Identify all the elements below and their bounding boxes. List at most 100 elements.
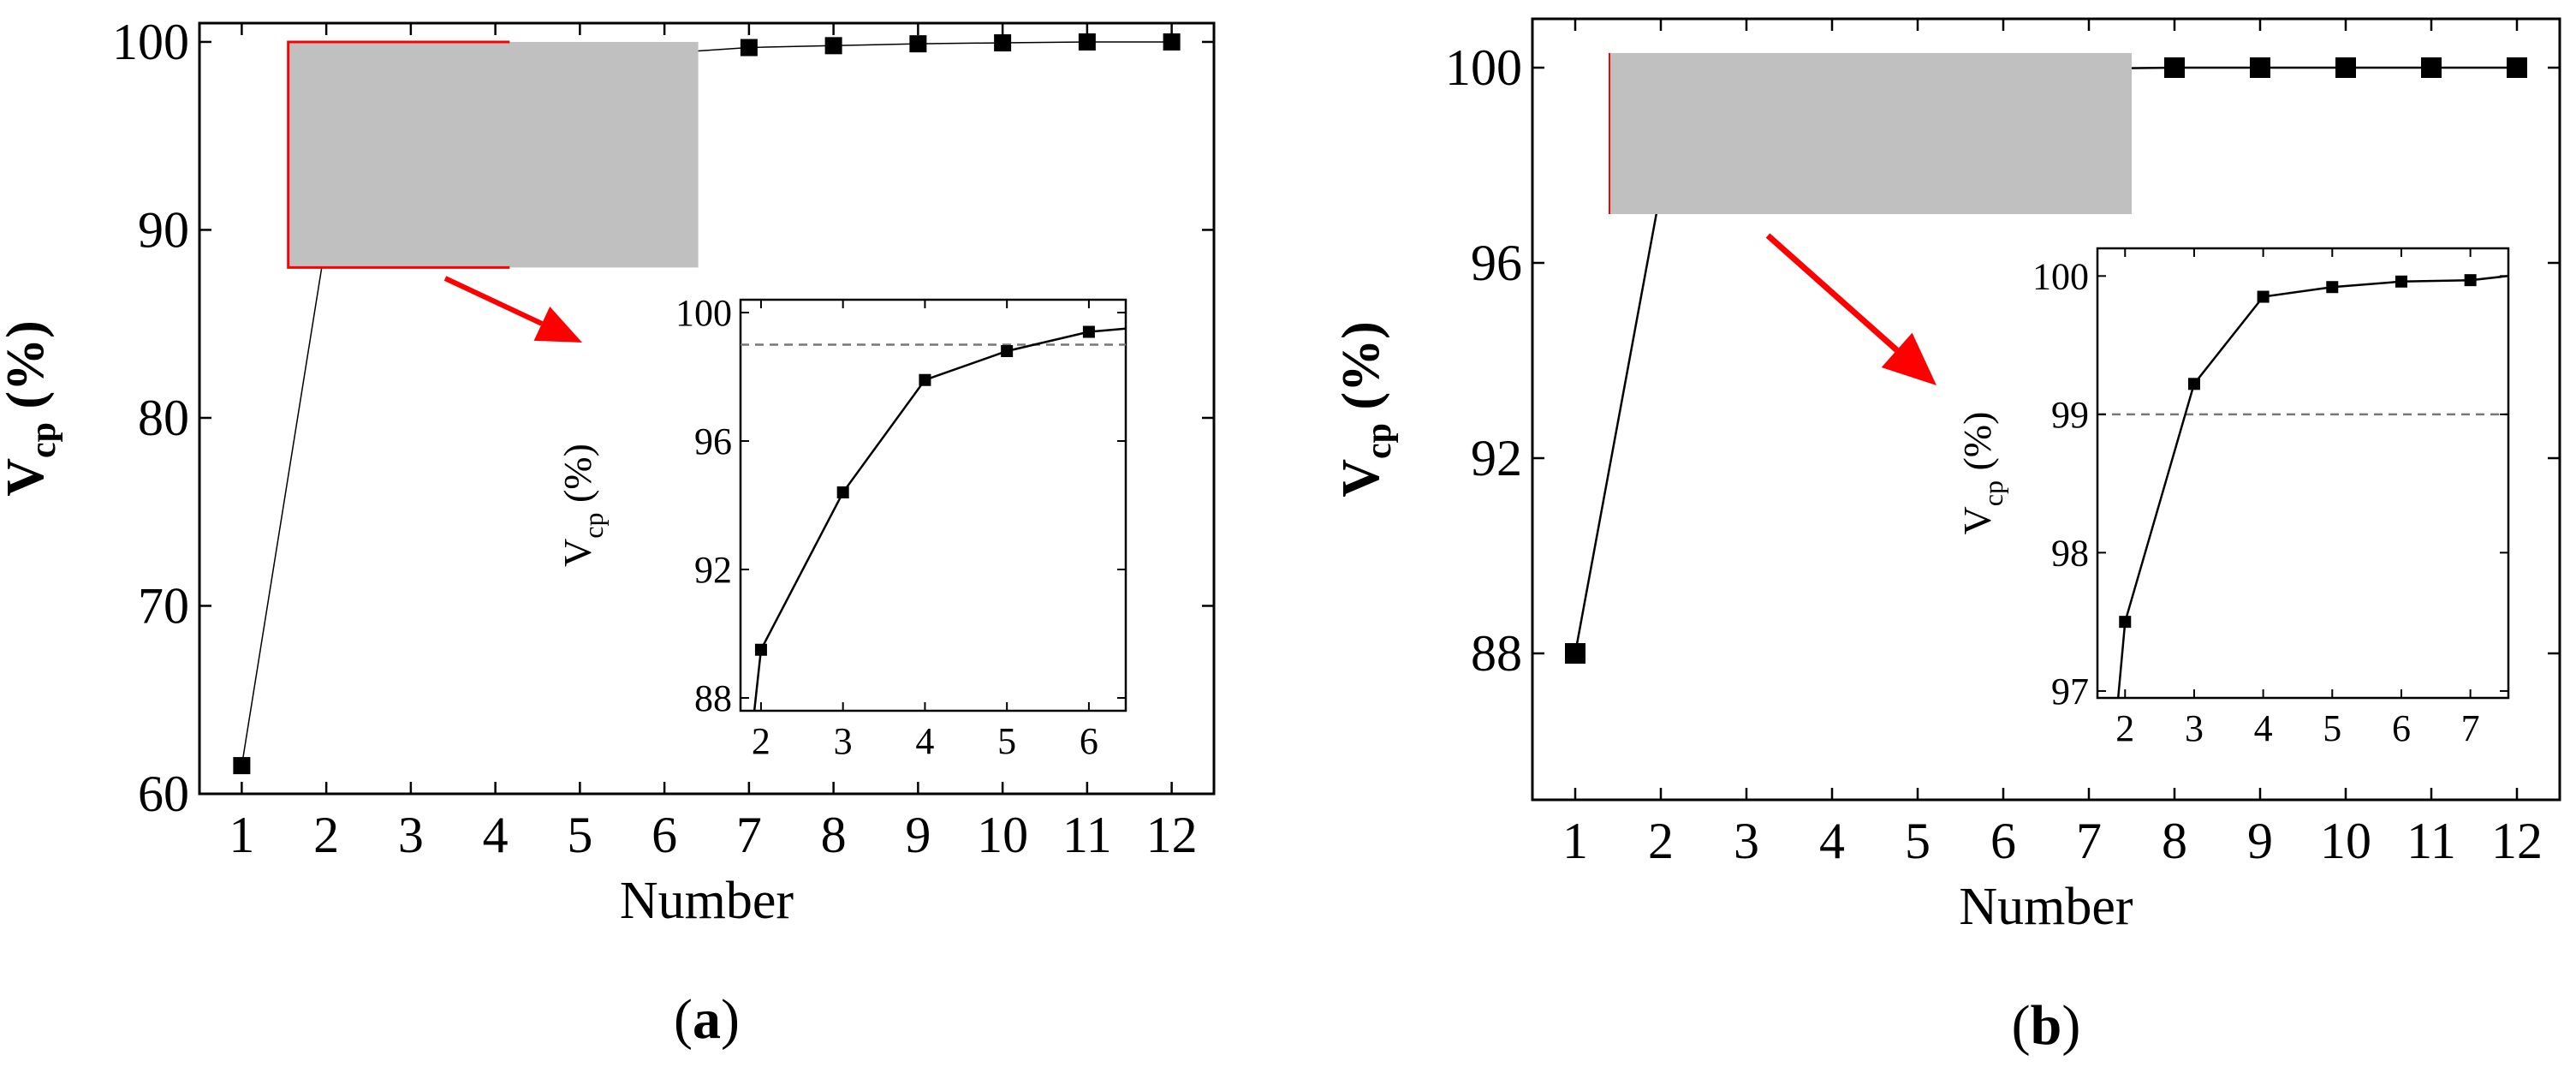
panel-a-data-point [909, 35, 927, 53]
panel-a-y-axis-title-text: Vcp (%) [0, 320, 63, 497]
panel-a-inset-y-axis-title-text: Vcp (%) [556, 444, 609, 567]
panel-b-xtick-label: 3 [1734, 813, 1759, 869]
panel-a-inset-ytick-label: 100 [675, 292, 732, 334]
panel-b-data-point [2421, 57, 2442, 78]
panel-b-y-axis-title-suffix: (%) [1332, 321, 1390, 423]
panel-b-xtick-label: 2 [1648, 813, 1674, 869]
panel-a-inset-data-point [1082, 325, 1095, 338]
panel-a-zoom-arrow-head [533, 307, 582, 343]
panel-a-xtick-label: 10 [977, 807, 1028, 863]
panel-a-ytick-label: 60 [138, 766, 189, 822]
panel-a-label-part: a [693, 988, 721, 1051]
panel-b-inset-y-axis-title-main: V [1955, 506, 1999, 534]
panel-b-inset-data-point [2326, 281, 2339, 294]
panel-a-inset-series [753, 325, 1126, 711]
panel-a-ytick-label: 80 [138, 390, 189, 446]
panel-a-inset-xtick-label: 4 [915, 720, 934, 762]
panel-b-y-axis-title-subscript: cp [1359, 423, 1399, 459]
panel-a-label: (a) [674, 988, 740, 1051]
panel-a-frame [198, 21, 1216, 796]
panel-a-label-part: ) [721, 988, 740, 1051]
panel-a-xtick-label: 6 [651, 807, 677, 863]
panel-b-inset-ytick-label: 98 [2051, 532, 2089, 574]
panel-a-xtick-label: 7 [736, 807, 762, 863]
panel-a-xtick-label: 9 [905, 807, 931, 863]
panel-b-inset-data-point [2119, 616, 2132, 629]
panel-b-zoom-arrow [1765, 233, 1936, 385]
panel-a-inset-y-axis-title: Vcp (%) [556, 444, 609, 567]
panel-a-y-axis-title: Vcp (%) [0, 320, 63, 497]
panel-b-zoom-arrow-shaft [1765, 233, 1899, 353]
panel-a-label-part: ( [674, 988, 693, 1051]
panel-b-inset-xtick-label: 2 [2115, 707, 2134, 749]
panel-b-inset-y-axis-title-suffix: (%) [1955, 412, 1999, 480]
panel-b-zoom-arrow-head [1881, 332, 1936, 385]
panel-a-inset-y-axis-title-subscript: cp [578, 513, 609, 539]
panel-a-zoom-box [288, 41, 699, 268]
panel-a-inset-xtick-label: 2 [752, 720, 770, 762]
panel-b-y-axis-title-text: Vcp (%) [1332, 321, 1399, 498]
panel-a-inset-xtick-label: 3 [834, 720, 853, 762]
panel-a-inset: 2 3 4 5 6 88 92 96 100 Vcp (%) [556, 292, 1127, 762]
panel-b-inset-ytick-label: 100 [2032, 255, 2089, 297]
panel-b-inset-xtick-label: 5 [2323, 707, 2341, 749]
panel-a-x-axis-title: Number [620, 872, 794, 930]
panel-a-xtick-label: 12 [1146, 807, 1198, 863]
panel-b-xtick-label: 12 [2491, 813, 2543, 869]
panel-b-label: (b) [2012, 994, 2081, 1057]
panel-b-inset-xtick-label: 6 [2392, 707, 2411, 749]
panel-b-y-axis-title-main: V [1332, 459, 1390, 498]
panel-a-inset-data-point [754, 643, 767, 656]
panel-b-xtick-label: 5 [1905, 813, 1931, 869]
panel-a-y-axis-title-suffix: (%) [0, 320, 55, 422]
panel-b-y-axis-title: Vcp (%) [1332, 321, 1399, 498]
panel-b-label-part: ( [2012, 994, 2031, 1057]
panel-a-xtick-label: 3 [398, 807, 424, 863]
panel-b-zoom-box [1609, 52, 2132, 215]
panel-a-zoom-arrow [443, 276, 582, 343]
panel-a-inset-frame [739, 298, 1127, 712]
panel-b-xtick-label: 4 [1819, 813, 1845, 869]
panel-b-ytick-label: 96 [1471, 235, 1522, 291]
panel-b-xtick-label: 7 [2076, 813, 2102, 869]
panel-a-inset-y-axis-title-suffix: (%) [556, 444, 599, 512]
panel-b-xtick-label: 10 [2320, 813, 2371, 869]
panel-b-ytick-label: 88 [1471, 625, 1522, 682]
panel-b-inset-xtick-label: 3 [2185, 707, 2204, 749]
panel-b-inset-data-point [2257, 290, 2270, 303]
panel-a-ytick-label: 90 [138, 201, 189, 258]
panel-a-inset-data-point [919, 373, 931, 386]
panel-a-ytick-label: 70 [138, 577, 189, 634]
panel-a-inset-y-axis-title-main: V [556, 539, 599, 567]
panel-a-zoom-box-border [287, 40, 510, 269]
panel-b-data-point [2335, 57, 2356, 78]
panel-b-inset-xtick-label: 4 [2254, 707, 2273, 749]
panel-a-data-point [740, 39, 758, 57]
panel-a-xtick-label: 1 [229, 807, 254, 863]
panel-a-xtick-label: 8 [821, 807, 847, 863]
panel-b-frame [1531, 17, 2561, 802]
panel-b-inset-data-point [2187, 378, 2200, 390]
panel-a-data-point [233, 757, 251, 775]
panel-a-inset-ytick-label: 92 [694, 549, 732, 591]
panel-a-y-axis-title-subscript: cp [24, 422, 63, 458]
panel-b-label-part: ) [2061, 994, 2080, 1057]
panel-b-xtick-label: 1 [1562, 813, 1588, 869]
panel-a-xtick-label: 4 [483, 807, 509, 863]
panel-a-inset-ytick-label: 96 [694, 420, 732, 462]
panel-b-xtick-label: 8 [2162, 813, 2187, 869]
panel-b-label-part: b [2031, 994, 2062, 1057]
panel-a-inset-data-point [1001, 345, 1014, 357]
panel-a-zoom-arrow-shaft [443, 276, 544, 326]
panel-b-inset-frame [2096, 247, 2510, 700]
panel-a-xtick-label: 5 [567, 807, 592, 863]
panel-b-inset-series [2116, 274, 2508, 698]
panel-a-xtick-label: 11 [1062, 807, 1112, 863]
panel-a-ytick-label: 100 [112, 14, 189, 70]
panel-b-data-point [2507, 57, 2527, 78]
panel-b-inset-data-point [2464, 274, 2477, 287]
